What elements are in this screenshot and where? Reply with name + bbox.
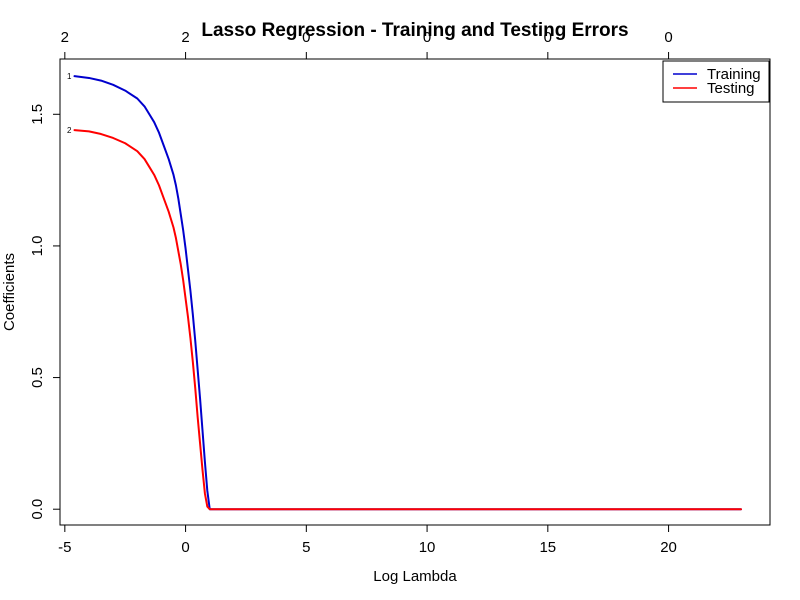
top-tick-label: 0 [664,29,672,46]
series-layer [73,75,743,511]
legend-label-testing: Testing [707,80,755,97]
y-tick-label: 0.0 [29,499,46,520]
x-axis: -5 0 5 10 15 20 [58,524,677,556]
top-axis: 2 2 0 0 0 0 [61,29,673,60]
y-tick-label: 1.0 [29,235,46,256]
curve-label: 2 [67,126,72,135]
top-tick-label: 0 [302,29,310,46]
legend-label-training: Training [707,66,761,83]
legend-box [662,60,770,103]
top-tick-label: 0 [544,29,552,46]
top-tick-label: 2 [181,29,189,46]
legend: Training Testing [662,60,770,103]
x-tick-label: 20 [660,539,677,556]
y-tick-label: 1.5 [29,104,46,125]
x-tick-label: -5 [58,539,71,556]
top-tick-label: 0 [423,29,431,46]
x-tick-label: 0 [181,539,189,556]
curve-label: 1 [67,72,72,81]
x-tick-label: 5 [302,539,310,556]
curve-labels: 12 [67,72,72,135]
x-axis-label: Log Lambda [373,568,457,585]
x-tick-label: 15 [539,539,556,556]
y-axis-label: Coefficients [1,253,18,331]
x-tick-label: 10 [419,539,436,556]
top-tick-label: 2 [61,29,69,46]
y-axis: 0.0 0.5 1.0 1.5 [29,104,61,520]
y-tick-label: 0.5 [29,367,46,388]
series-line-testing [73,129,743,511]
chart-title: Lasso Regression - Training and Testing … [201,20,628,41]
